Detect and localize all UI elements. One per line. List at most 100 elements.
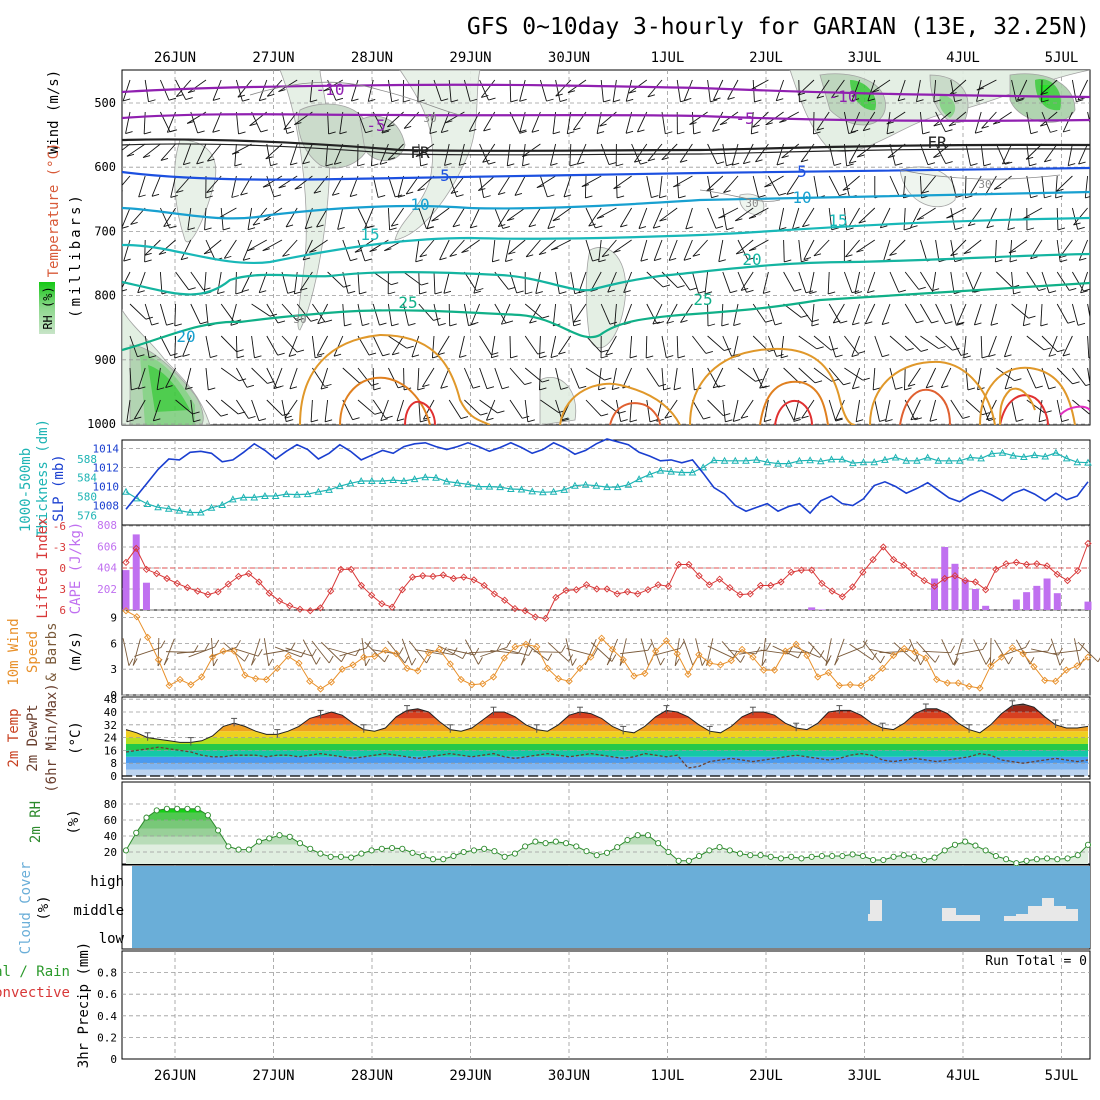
ylabel-thickness: Thickness (dm): [35, 419, 51, 537]
wind-barb: [851, 79, 861, 102]
li-marker: [460, 573, 468, 581]
li-marker: [961, 576, 969, 585]
wind-barb: [422, 399, 435, 420]
lifted-index-markers: [122, 539, 1092, 623]
wind-barb: [935, 111, 953, 133]
wind10-barb: [520, 638, 531, 666]
wind10-marker: [403, 664, 411, 672]
wind10-barb: [480, 640, 512, 658]
ylabel-cloud-cover: Cloud Cover: [18, 862, 34, 955]
wind-barb: [387, 303, 399, 327]
wind-barb: [889, 239, 906, 256]
thickness-marker: [859, 458, 868, 466]
li-marker: [889, 555, 898, 564]
wind-barb: [640, 239, 648, 262]
li-marker: [1074, 567, 1082, 575]
contour-label: -5: [735, 109, 754, 128]
wind-barb: [316, 335, 328, 356]
thickness-marker: [528, 487, 537, 495]
wind10-marker: [781, 647, 789, 655]
wind-barb: [722, 207, 734, 231]
wind-barb: [555, 79, 568, 102]
wind-barb: [850, 111, 861, 133]
wind-barb: [851, 303, 861, 326]
wind10-barb: [176, 643, 210, 654]
li-marker: [920, 576, 928, 585]
wind10-marker: [360, 653, 368, 661]
cape-bar: [971, 589, 979, 610]
wind-barb: [659, 175, 667, 199]
rh-marker: [429, 856, 437, 863]
wind-barb: [417, 367, 425, 391]
wind-barb: [889, 335, 914, 351]
wind-barb: [659, 207, 678, 222]
wind-barb: [1087, 111, 1090, 125]
wind-barb: [1026, 335, 1051, 351]
wind10-marker: [1019, 650, 1027, 658]
wind-barb: [273, 367, 283, 389]
wind-barb: [600, 303, 618, 325]
wind-barb: [585, 335, 609, 353]
contour-label: 25: [693, 290, 712, 309]
wind-barb: [418, 399, 428, 423]
wind10-marker: [792, 640, 800, 648]
wind-barb: [798, 271, 814, 294]
li-marker: [552, 593, 560, 602]
rh-marker: [481, 845, 488, 852]
wind10-marker: [446, 660, 454, 668]
wind-barb: [1087, 335, 1090, 359]
rh-marker: [890, 853, 897, 860]
thickness-marker: [977, 454, 985, 462]
cape-bar: [1023, 592, 1031, 610]
wind-barb: [357, 367, 379, 386]
wind-barb: [933, 111, 952, 127]
slp-ytick: 1014: [93, 443, 120, 456]
wind-barb: [281, 111, 295, 134]
cape-ytick: 404: [97, 562, 117, 575]
cloud-level-low: low: [99, 931, 125, 947]
ylabel-minmax: (6hr Min/Max): [44, 683, 60, 793]
wind-barb: [187, 79, 207, 94]
wind10-marker: [533, 643, 541, 651]
wind-barb: [919, 111, 930, 135]
wind-barb: [646, 303, 664, 324]
li-marker: [603, 585, 611, 593]
wind-barb: [844, 367, 870, 381]
wind-barb: [634, 143, 648, 163]
wind-barb: [585, 239, 600, 262]
wind10-barb: [721, 641, 745, 663]
wind-barb: [1011, 303, 1036, 319]
rh-marker: [307, 845, 314, 852]
date-label-bottom: 30JUN: [548, 1068, 590, 1084]
thickness-marker: [603, 483, 611, 491]
wind10-barb: [211, 638, 218, 667]
date-label-bottom: 5JUL: [1045, 1068, 1079, 1084]
warm-contours: [299, 333, 1090, 425]
wind-barb: [390, 207, 404, 227]
wind-barb: [190, 303, 208, 325]
wind-barb: [854, 271, 863, 294]
contour-5: [122, 166, 1090, 181]
contour-label: FR: [410, 143, 430, 162]
cape-bar: [1084, 601, 1092, 610]
ylabel-slp: SLP (mb): [51, 454, 67, 521]
rh-marker: [143, 814, 150, 821]
wind-barb: [422, 367, 435, 388]
wind10-marker: [165, 681, 173, 690]
wind-barb: [733, 303, 741, 326]
rh-markers: [122, 805, 1092, 867]
wind-barb: [325, 143, 334, 167]
rh-marker: [859, 852, 866, 860]
li-ytick: 0: [59, 562, 66, 575]
li-marker: [275, 597, 284, 605]
thickness-marker: [688, 468, 697, 476]
li-marker: [808, 566, 816, 574]
wind-barb: [524, 271, 533, 295]
thickness-marker: [742, 456, 750, 464]
ylabel-barbs: & Barbs: [44, 622, 60, 681]
wind-barb: [646, 175, 659, 198]
wind10-barbs: [122, 637, 1100, 667]
rh-marker: [440, 856, 447, 863]
wind-barb: [156, 367, 165, 391]
wind-barb: [692, 335, 713, 354]
